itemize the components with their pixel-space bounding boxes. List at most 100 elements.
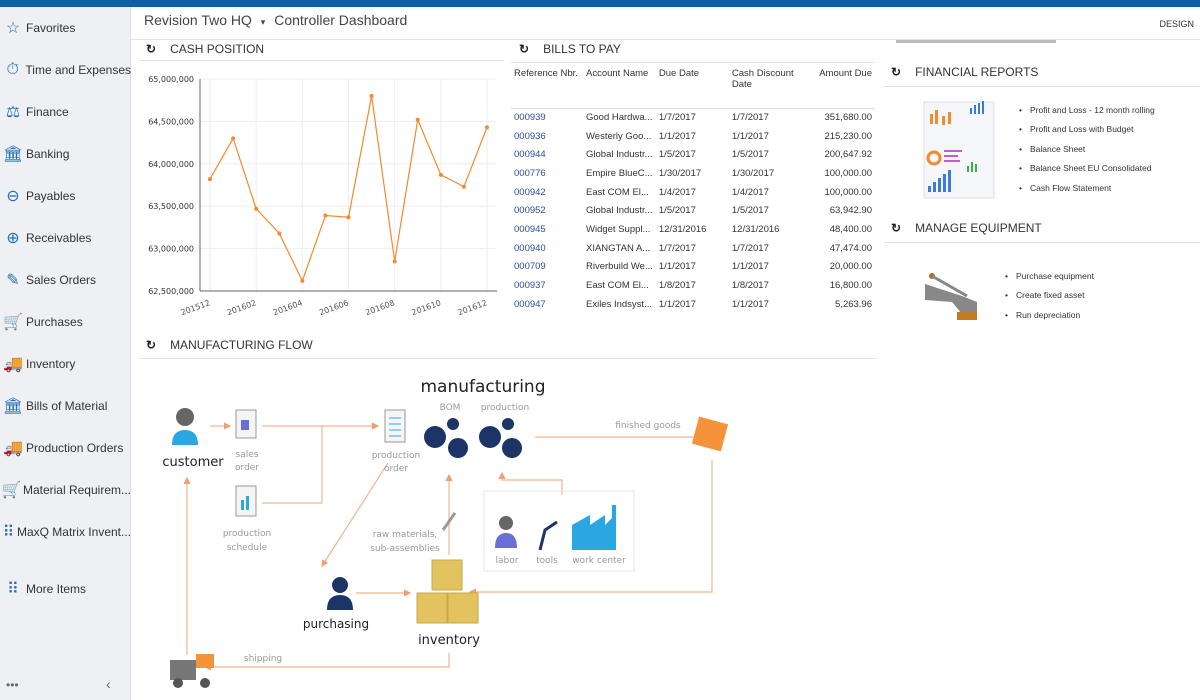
manufacturing-flow-header: ↻ MANUFACTURING FLOW — [146, 338, 313, 352]
reference-link[interactable]: 000936 — [514, 130, 546, 142]
data-point[interactable] — [208, 177, 212, 182]
reference-link[interactable]: 000776 — [514, 167, 546, 179]
sidebar-item-purchases[interactable]: 🛒 Purchases — [0, 307, 131, 337]
refresh-icon[interactable]: ↻ — [891, 221, 902, 235]
report-link[interactable]: Profit and Loss - 12 month rolling — [1019, 100, 1155, 120]
chevron-down-icon[interactable]: ▾ — [260, 17, 266, 27]
data-point[interactable] — [231, 136, 236, 141]
sidebar-item-banking[interactable]: 🏛 Banking — [0, 139, 131, 169]
data-point[interactable] — [485, 125, 489, 130]
reference-link[interactable]: 000939 — [514, 112, 546, 124]
work-center-label: work center — [572, 556, 626, 566]
column-header[interactable]: Cash Discount Date — [728, 66, 801, 109]
report-link[interactable]: Balance Sheet EU Consolidated — [1019, 159, 1155, 179]
collapse-sidebar-button[interactable]: ‹ — [106, 676, 111, 692]
data-point[interactable] — [438, 172, 443, 177]
refresh-icon[interactable]: ↻ — [891, 65, 902, 79]
amount-due: 63,942.90 — [829, 205, 872, 217]
report-link[interactable]: Balance Sheet — [1019, 139, 1155, 159]
data-point[interactable] — [369, 93, 374, 98]
report-link[interactable]: Run depreciation — [1005, 305, 1094, 325]
column-header[interactable]: Account Name — [583, 66, 656, 109]
table-row[interactable]: 000947 Exiles Indsyst... 1/1/2017 1/1/2017 5… — [511, 295, 875, 314]
sidebar-item-label: Bills of Material — [26, 399, 108, 413]
cash-discount-date: 1/5/2017 — [731, 205, 769, 217]
more-options-icon[interactable]: ••• — [6, 678, 19, 692]
data-point[interactable] — [415, 117, 420, 122]
page-title: Controller Dashboard — [274, 12, 408, 28]
refresh-icon[interactable]: ↻ — [146, 338, 157, 352]
table-row[interactable]: 000945 Widget Suppl... 12/31/2016 12/31/201… — [511, 220, 875, 239]
sidebar-item-receivables[interactable]: ⊕ Receivables — [0, 223, 131, 253]
cash-discount-date: 1/8/2017 — [731, 280, 769, 292]
reference-link[interactable]: 000952 — [514, 205, 546, 217]
tools-robot-arm-icon — [538, 520, 558, 551]
table-row[interactable]: 000937 East COM El... 1/8/2017 1/8/2017 16,8… — [511, 276, 875, 295]
sidebar-item-finance[interactable]: ⚖ Finance — [0, 97, 131, 127]
table-row[interactable]: 000936 Westerly Goo... 1/1/2017 1/1/2017 215… — [511, 127, 875, 146]
x-tick-label: 201604 — [272, 298, 304, 317]
cash-discount-date: 1/30/2017 — [731, 167, 775, 179]
table-row[interactable]: 000942 East COM El... 1/4/2017 1/4/2017 100,… — [511, 183, 875, 202]
data-point[interactable] — [300, 278, 305, 283]
column-header[interactable]: Reference Nbr. — [511, 66, 583, 109]
table-row[interactable]: 000940 XIANGTAN A... 1/7/2017 1/7/2017 47,47… — [511, 239, 875, 258]
reference-link[interactable]: 000944 — [514, 149, 546, 161]
report-link[interactable]: Create fixed asset — [1005, 286, 1094, 306]
reference-link[interactable]: 000709 — [514, 261, 546, 273]
sidebar-item-sales-orders[interactable]: ✎ Sales Orders — [0, 265, 131, 295]
data-point[interactable] — [277, 231, 282, 236]
sidebar-item-more-items[interactable]: ⠿ More Items — [0, 574, 131, 604]
report-link[interactable]: Purchase equipment — [1005, 266, 1094, 286]
table-row[interactable]: 000944 Global Industr... 1/5/2017 1/5/2017 2… — [511, 145, 875, 164]
reference-link[interactable]: 000942 — [514, 186, 546, 198]
production-schedule-icon — [235, 485, 257, 517]
data-point[interactable] — [323, 213, 328, 218]
y-tick-label: 64,000,000 — [148, 160, 194, 169]
header: Revision Two HQ ▾ Controller Dashboard D… — [131, 7, 1200, 40]
table-row[interactable]: 000776 Empire BlueC... 1/30/2017 1/30/2017 1… — [511, 164, 875, 183]
truck-icon: 🚚 — [3, 440, 23, 457]
sidebar-item-maxq-matrix-invent[interactable]: ⠿ MaxQ Matrix Invent... — [0, 517, 131, 547]
sales-order-label: sales — [236, 450, 259, 460]
data-point[interactable] — [346, 215, 351, 220]
sidebar-item-production-orders[interactable]: 🚚 Production Orders — [0, 433, 131, 463]
y-tick-label: 62,500,000 — [148, 287, 194, 296]
reference-link[interactable]: 000940 — [514, 242, 546, 254]
table-row[interactable]: 000952 Global Industr... 1/5/2017 1/5/2017 6… — [511, 201, 875, 220]
y-tick-label: 64,500,000 — [148, 117, 194, 126]
column-header[interactable]: Due Date — [655, 66, 729, 109]
sidebar-item-bills-of-material[interactable]: 🏛 Bills of Material — [0, 391, 131, 421]
refresh-icon[interactable]: ↻ — [146, 42, 157, 56]
stopwatch-icon: ⏱ — [6, 61, 19, 78]
reference-link[interactable]: 000947 — [514, 298, 546, 310]
production-gears-icon — [479, 418, 522, 458]
report-link[interactable]: Profit and Loss with Budget — [1019, 120, 1155, 140]
account-name: Riverbuild We... — [586, 261, 653, 273]
sidebar-item-label: Banking — [26, 147, 70, 161]
screw-icon — [441, 512, 457, 531]
column-header[interactable]: Amount Due — [800, 66, 875, 109]
table-row[interactable]: 000709 Riverbuild We... 1/1/2017 1/1/2017 20… — [511, 258, 875, 277]
reference-link[interactable]: 000937 — [514, 280, 546, 292]
widget-title: BILLS TO PAY — [543, 42, 621, 56]
sidebar-item-inventory[interactable]: 🚚 Inventory — [0, 349, 131, 379]
data-point[interactable] — [392, 259, 397, 264]
report-link[interactable]: Cash Flow Statement — [1019, 178, 1155, 198]
company-selector[interactable]: Revision Two HQ — [144, 12, 252, 28]
horizontal-scrollbar[interactable] — [896, 40, 1056, 43]
sidebar-item-payables[interactable]: ⊖ Payables — [0, 181, 131, 211]
sidebar-item-label: Time and Expenses — [25, 63, 131, 77]
design-button[interactable]: DESIGN — [1159, 19, 1194, 29]
data-point[interactable] — [461, 184, 466, 189]
data-point[interactable] — [254, 206, 259, 211]
refresh-icon[interactable]: ↻ — [519, 42, 530, 56]
financial-reports-list: Profit and Loss - 12 month rollingProfit… — [1019, 100, 1155, 198]
table-row[interactable]: 000939 Good Hardwa... 1/7/2017 1/7/2017 351,… — [511, 108, 875, 127]
account-name: East COM El... — [586, 280, 649, 292]
reference-link[interactable]: 000945 — [514, 223, 546, 235]
sidebar-item-time-and-expenses[interactable]: ⏱ Time and Expenses — [0, 55, 131, 85]
sidebar-item-material-requirem[interactable]: 🛒 Material Requirem... — [0, 475, 131, 505]
sidebar-item-label: Payables — [26, 189, 76, 203]
sidebar-item-favorites[interactable]: ☆ Favorites — [0, 13, 131, 43]
